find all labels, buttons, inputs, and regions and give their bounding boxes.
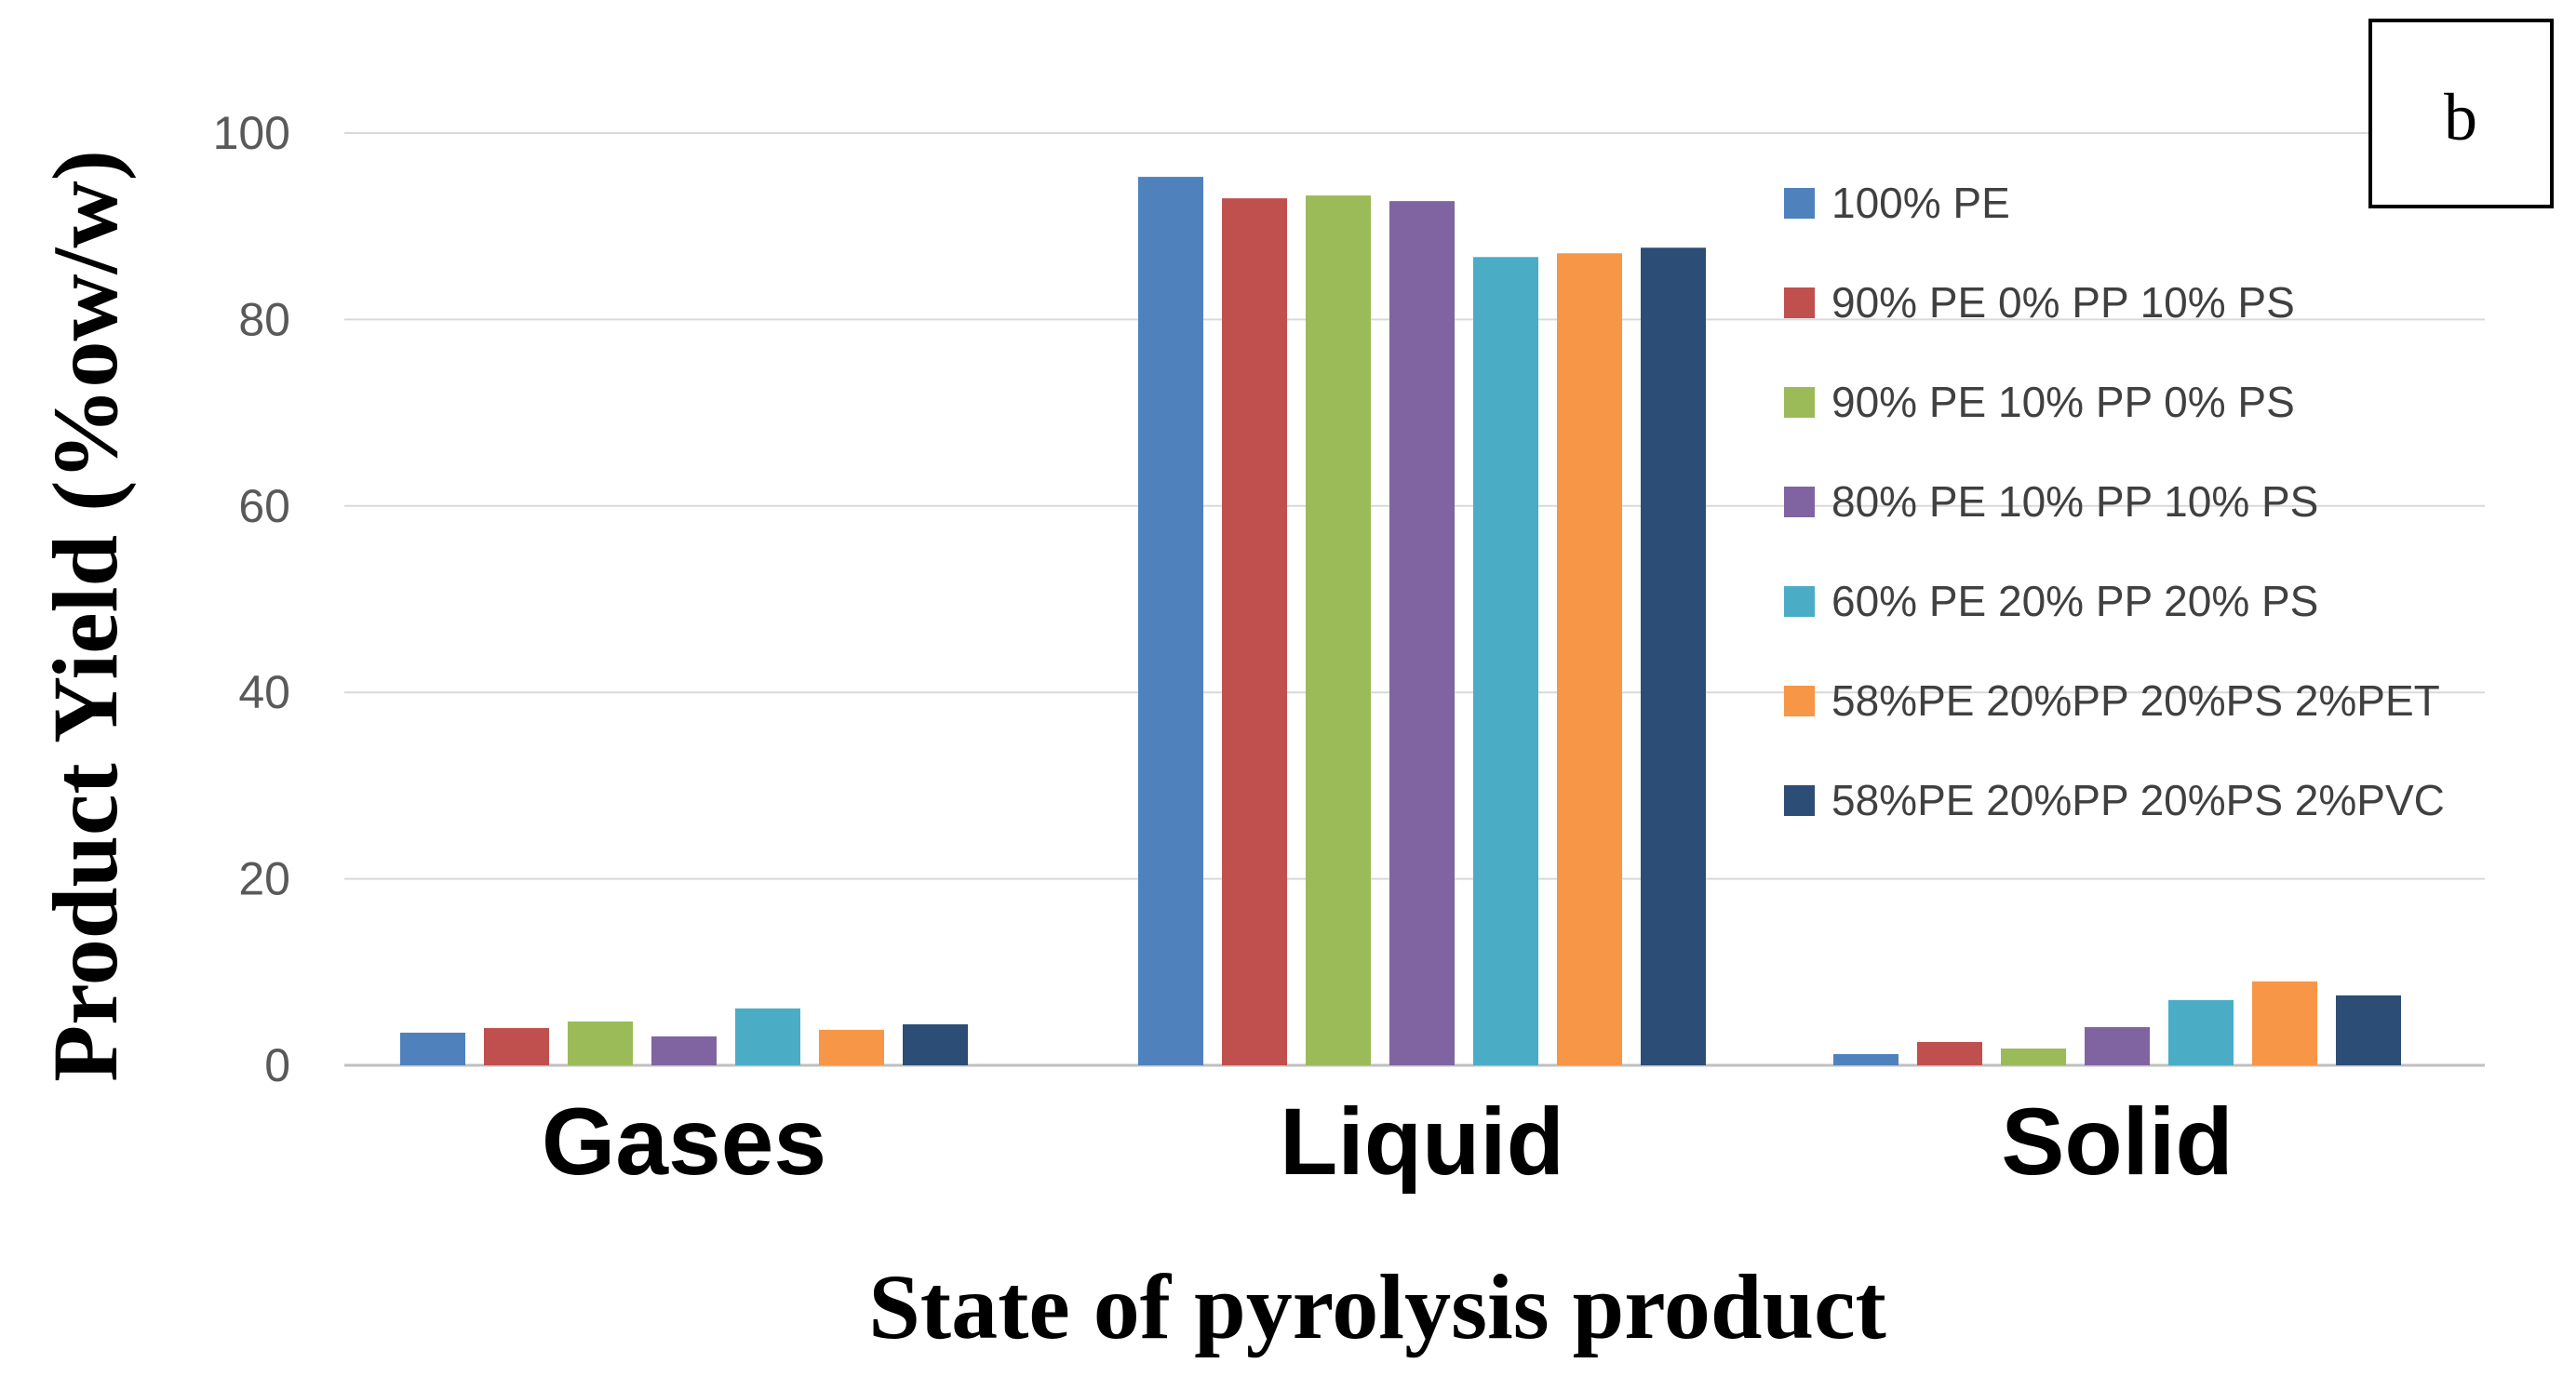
legend-swatch (1784, 586, 1815, 617)
x-category-label: Liquid (1280, 1089, 1564, 1195)
legend-item: 90% PE 0% PP 10% PS (1784, 278, 2295, 327)
bar-liquid-series-5 (1473, 257, 1538, 1065)
legend-swatch (1784, 686, 1815, 716)
bar-solid-series-2 (1917, 1041, 1982, 1065)
panel-label-box: b (2368, 19, 2554, 208)
bar-liquid-series-3 (1306, 195, 1371, 1065)
x-axis-title: State of pyrolysis product (868, 1255, 1886, 1358)
bar-liquid-series-4 (1389, 201, 1455, 1065)
legend-swatch (1784, 287, 1815, 318)
bar-gases-series-4 (651, 1036, 717, 1065)
x-category-label: Solid (2001, 1089, 2233, 1195)
legend: 100% PE 90% PE 0% PP 10% PS 90% PE 10% PP … (1784, 179, 2445, 824)
y-tick-label: 0 (264, 1039, 290, 1091)
bar-liquid-series-6 (1557, 253, 1622, 1065)
bar-solid-series-7 (2336, 995, 2401, 1065)
y-tick-label: 40 (238, 666, 290, 718)
legend-label: 58%PE 20%PP 20%PS 2%PET (1831, 676, 2440, 725)
y-tick-label: 60 (238, 480, 290, 532)
y-axis-title: Product Yield (%ow/w) (34, 150, 137, 1082)
bar-solid-series-6 (2252, 981, 2317, 1065)
legend-label: 90% PE 0% PP 10% PS (1831, 278, 2295, 327)
legend-label: 90% PE 10% PP 0% PS (1831, 378, 2295, 426)
bar-solid-series-1 (1833, 1053, 1898, 1065)
bar-solid-series-4 (2085, 1026, 2150, 1065)
bar-liquid-series-2 (1222, 198, 1287, 1065)
legend-swatch (1784, 785, 1815, 816)
legend-item: 58%PE 20%PP 20%PS 2%PVC (1784, 776, 2445, 824)
legend-swatch (1784, 188, 1815, 219)
legend-label: 58%PE 20%PP 20%PS 2%PVC (1831, 776, 2445, 824)
legend-label: 60% PE 20% PP 20% PS (1831, 577, 2318, 625)
legend-swatch (1784, 487, 1815, 517)
x-category-label: Gases (542, 1089, 826, 1195)
legend-item: 90% PE 10% PP 0% PS (1784, 378, 2295, 426)
bar-gases-series-1 (400, 1032, 465, 1065)
legend-item: 58%PE 20%PP 20%PS 2%PET (1784, 676, 2440, 725)
panel-label-frame (2368, 19, 2554, 208)
bar-liquid-series-1 (1138, 177, 1203, 1065)
y-tick-label: 20 (238, 853, 290, 905)
y-tick-label: 100 (213, 107, 290, 159)
bar-gases-series-6 (819, 1029, 884, 1065)
legend-item: 80% PE 10% PP 10% PS (1784, 477, 2318, 526)
y-tick-label: 80 (238, 293, 290, 345)
legend-item: 100% PE (1784, 179, 2010, 227)
bar-solid-series-5 (2168, 999, 2234, 1065)
legend-label: 80% PE 10% PP 10% PS (1831, 477, 2318, 526)
bar-gases-series-3 (568, 1021, 633, 1065)
legend-label: 100% PE (1831, 179, 2010, 227)
bar-gases-series-5 (735, 1008, 800, 1065)
bar-liquid-series-7 (1641, 247, 1706, 1066)
bar-solid-series-3 (2001, 1048, 2066, 1065)
y-tick-labels: 0 20 40 60 80 100 (213, 107, 290, 1091)
x-category-labels: Gases Liquid Solid (542, 1089, 2234, 1195)
legend-item: 60% PE 20% PP 20% PS (1784, 577, 2318, 625)
panel-label: b (2444, 80, 2477, 154)
bars (400, 177, 2401, 1066)
legend-swatch (1784, 387, 1815, 418)
bar-gases-series-7 (903, 1023, 968, 1065)
bar-gases-series-2 (484, 1027, 549, 1065)
